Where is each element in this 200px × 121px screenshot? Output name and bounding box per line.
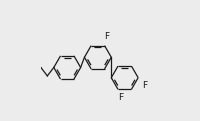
Text: F: F [104, 32, 109, 41]
Text: F: F [118, 93, 123, 102]
Text: F: F [142, 81, 147, 90]
